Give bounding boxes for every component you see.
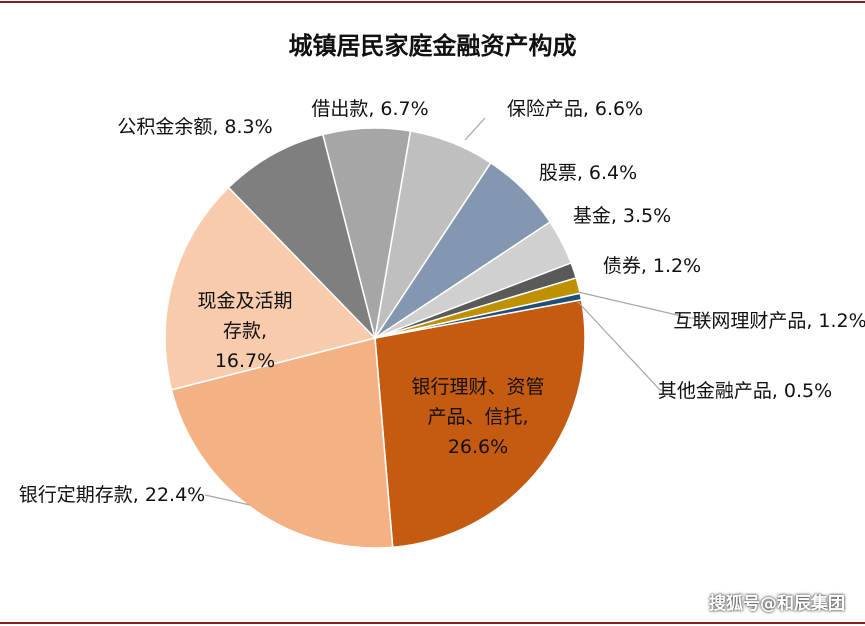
leader-line bbox=[204, 494, 251, 506]
category-label: 互联网理财产品, bbox=[673, 310, 813, 332]
value-label: 16.7% bbox=[214, 350, 276, 372]
category-label: 现金及活期存款, bbox=[197, 290, 293, 342]
value-label: 3.5% bbox=[622, 205, 672, 227]
data-label: 银行理财、资管产品、信托, 26.6% bbox=[407, 372, 549, 462]
value-label: 1.2% bbox=[652, 255, 702, 277]
leader-line bbox=[577, 301, 668, 391]
value-label: 6.7% bbox=[380, 98, 429, 120]
pie-slice bbox=[374, 298, 586, 549]
value-label: 6.4% bbox=[588, 162, 638, 184]
category-label: 债券, bbox=[602, 255, 647, 277]
pie-slice bbox=[374, 292, 583, 339]
data-label: 保险产品, 6.6% bbox=[465, 94, 685, 124]
data-label: 互联网理财产品, 1.2% bbox=[660, 306, 865, 336]
data-label: 借出款, 6.7% bbox=[270, 94, 470, 124]
data-label: 公积金余额, 8.3% bbox=[115, 112, 275, 142]
leader-lines bbox=[204, 117, 712, 506]
category-label: 股票, bbox=[538, 162, 583, 184]
category-label: 保险产品, bbox=[506, 98, 589, 120]
data-label: 银行定期存款, 22.4% bbox=[12, 480, 212, 510]
data-label: 现金及活期存款, 16.7% bbox=[191, 286, 299, 376]
watermark: 搜狐号@和辰集团 bbox=[709, 594, 845, 614]
category-label: 公积金余额, bbox=[117, 116, 219, 138]
category-label: 借出款, bbox=[311, 98, 375, 120]
data-label: 基金, 3.5% bbox=[522, 201, 722, 231]
value-label: 22.4% bbox=[144, 484, 206, 506]
pie-slice bbox=[164, 186, 377, 391]
data-label: 债券, 1.2% bbox=[552, 251, 752, 281]
value-label: 26.6% bbox=[447, 436, 509, 458]
value-label: 8.3% bbox=[224, 116, 273, 138]
value-label: 1.2% bbox=[818, 310, 865, 332]
chart-title: 城镇居民家庭金融资产构成 bbox=[288, 32, 577, 60]
category-label: 银行定期存款, bbox=[18, 484, 139, 506]
category-label: 银行理财、资管产品、信托, bbox=[411, 376, 545, 428]
category-label: 基金, bbox=[572, 205, 617, 227]
data-label: 其他金融产品, 0.5% bbox=[645, 376, 845, 406]
value-label: 6.6% bbox=[594, 98, 644, 120]
pie-slice bbox=[227, 133, 377, 341]
pie-slice bbox=[170, 337, 394, 549]
category-label: 其他金融产品, bbox=[657, 380, 778, 402]
leader-line bbox=[464, 117, 486, 141]
data-label: 股票, 6.4% bbox=[488, 158, 688, 188]
leader-line bbox=[577, 291, 712, 319]
pie bbox=[164, 127, 586, 549]
value-label: 0.5% bbox=[783, 380, 833, 402]
